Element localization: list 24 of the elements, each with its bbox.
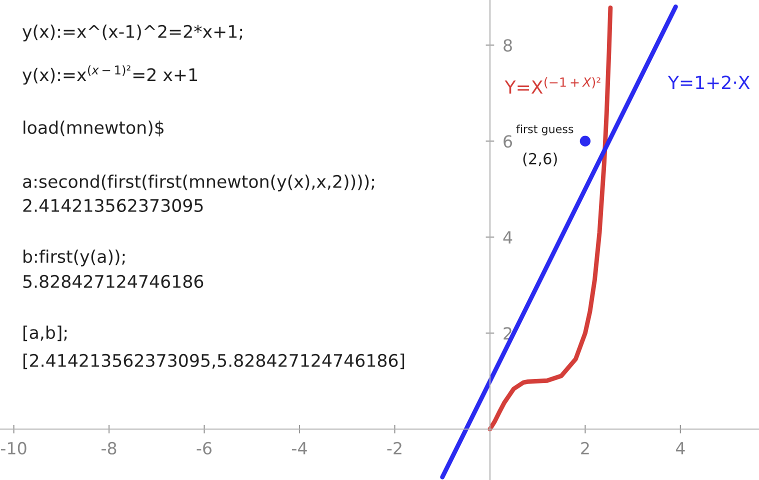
y-tick-label: 8 bbox=[504, 39, 512, 52]
annotation: y(x):=x$^{(x−1)²}$=2 x+1 bbox=[22, 65, 197, 85]
series-label: Y=X$^{(−1+X)²}$ bbox=[504, 77, 600, 94]
series-label: Y=1+2·X bbox=[668, 76, 750, 89]
x-tick-label: -4 bbox=[292, 442, 307, 454]
annotation: b:first(y(a)); bbox=[24, 250, 125, 266]
annotation: 5.828427124746186 bbox=[23, 274, 204, 288]
annotation: first guess bbox=[516, 124, 574, 136]
annotation: a:second(first(first(mnewton(y(x),x,2)))); bbox=[23, 174, 374, 192]
annotation: (2,6) bbox=[523, 152, 557, 166]
y-tick-label: 6 bbox=[504, 135, 512, 148]
x-tick-label: -10 bbox=[1, 442, 26, 455]
annotation: [2.414213562373095,5.828427124746186] bbox=[23, 354, 404, 370]
x-tick-label: -2 bbox=[387, 442, 402, 454]
x-tick-label: 4 bbox=[676, 442, 685, 454]
annotation: [a,b]; bbox=[23, 326, 67, 342]
line-series bbox=[488, 5, 613, 432]
x-tick-label: 2 bbox=[581, 442, 589, 454]
annotation: 2.414213562373095 bbox=[23, 198, 203, 212]
annotation: y(x):=x^(x-1)^2=2*x+1; bbox=[22, 24, 242, 42]
x-tick-label: -6 bbox=[196, 442, 212, 455]
x-tick-label: -8 bbox=[102, 442, 116, 455]
y-tick-label: 4 bbox=[503, 231, 512, 244]
annotation: load(mnewton)$ bbox=[24, 120, 164, 136]
